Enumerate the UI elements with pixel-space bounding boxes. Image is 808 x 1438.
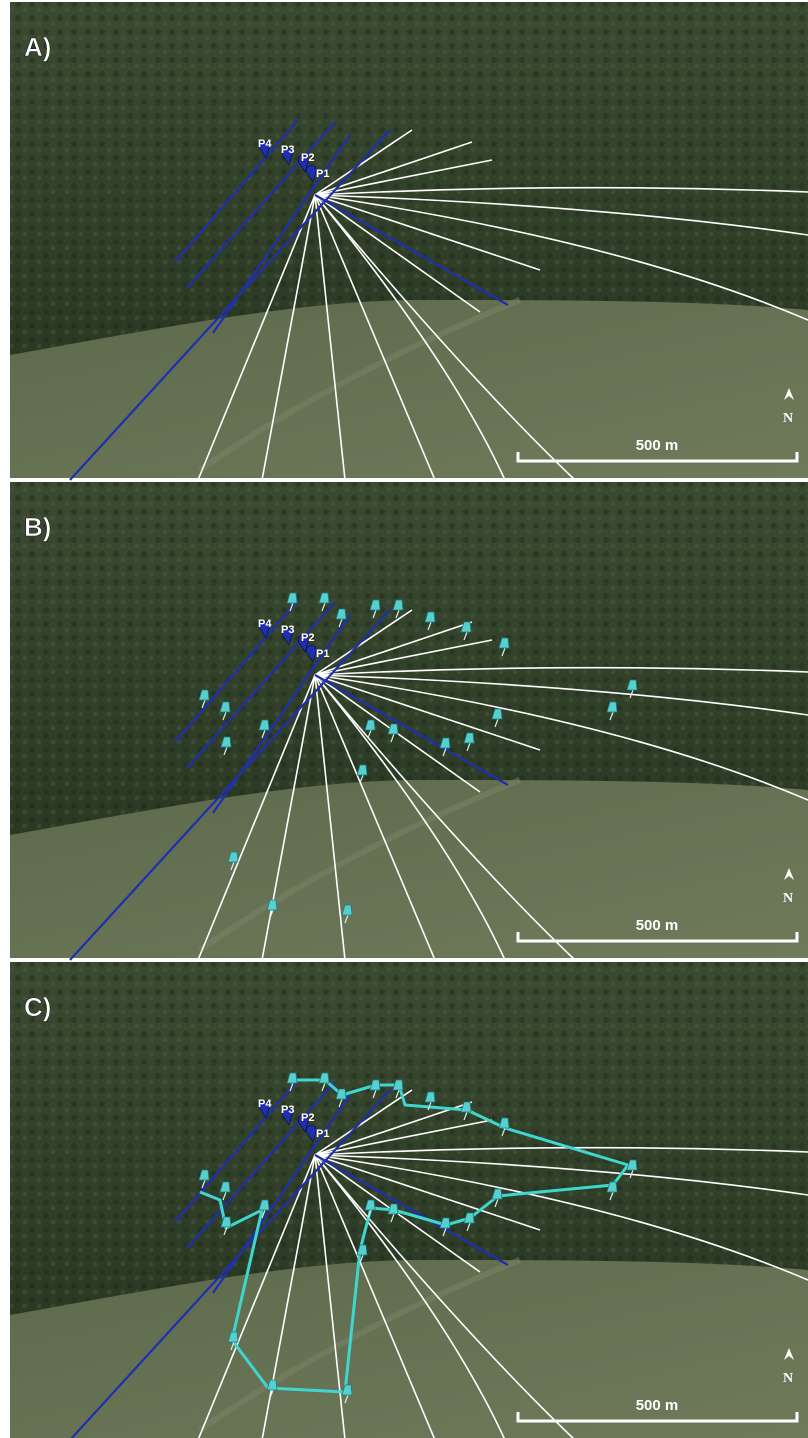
point-label: P4: [258, 1098, 272, 1110]
north-label: N: [783, 411, 793, 426]
point-label: P4: [258, 618, 272, 630]
point-label: P1: [316, 168, 329, 180]
map-panel: P1P2 P3 P4 A) N 500 m: [10, 2, 808, 480]
scale-label: 500 m: [636, 437, 679, 454]
point-label: P4: [258, 138, 272, 150]
north-label: N: [783, 891, 793, 906]
point-label: P3: [281, 1104, 294, 1116]
figure: P1P2P3P4A)N500 mP1P2P3P4B)N500 mP1P2P3P4…: [0, 0, 808, 1438]
point-label: P2: [301, 152, 314, 164]
scale-label: 500 m: [636, 1397, 679, 1414]
point-label: P1: [316, 1128, 329, 1140]
point-label: P2: [301, 632, 314, 644]
point-label: P1: [316, 648, 329, 660]
point-label: P2: [301, 1112, 314, 1124]
point-label: P3: [281, 624, 294, 636]
scale-label: 500 m: [636, 917, 679, 934]
point-label: P3: [281, 144, 294, 156]
panel-label: A): [24, 32, 51, 62]
north-label: N: [783, 1371, 793, 1386]
panel-label: B): [24, 512, 51, 542]
panel-label: C): [24, 992, 51, 1022]
page: P1P2P3P4A)N500 mP1P2P3P4B)N500 mP1P2P3P4…: [0, 0, 808, 1438]
